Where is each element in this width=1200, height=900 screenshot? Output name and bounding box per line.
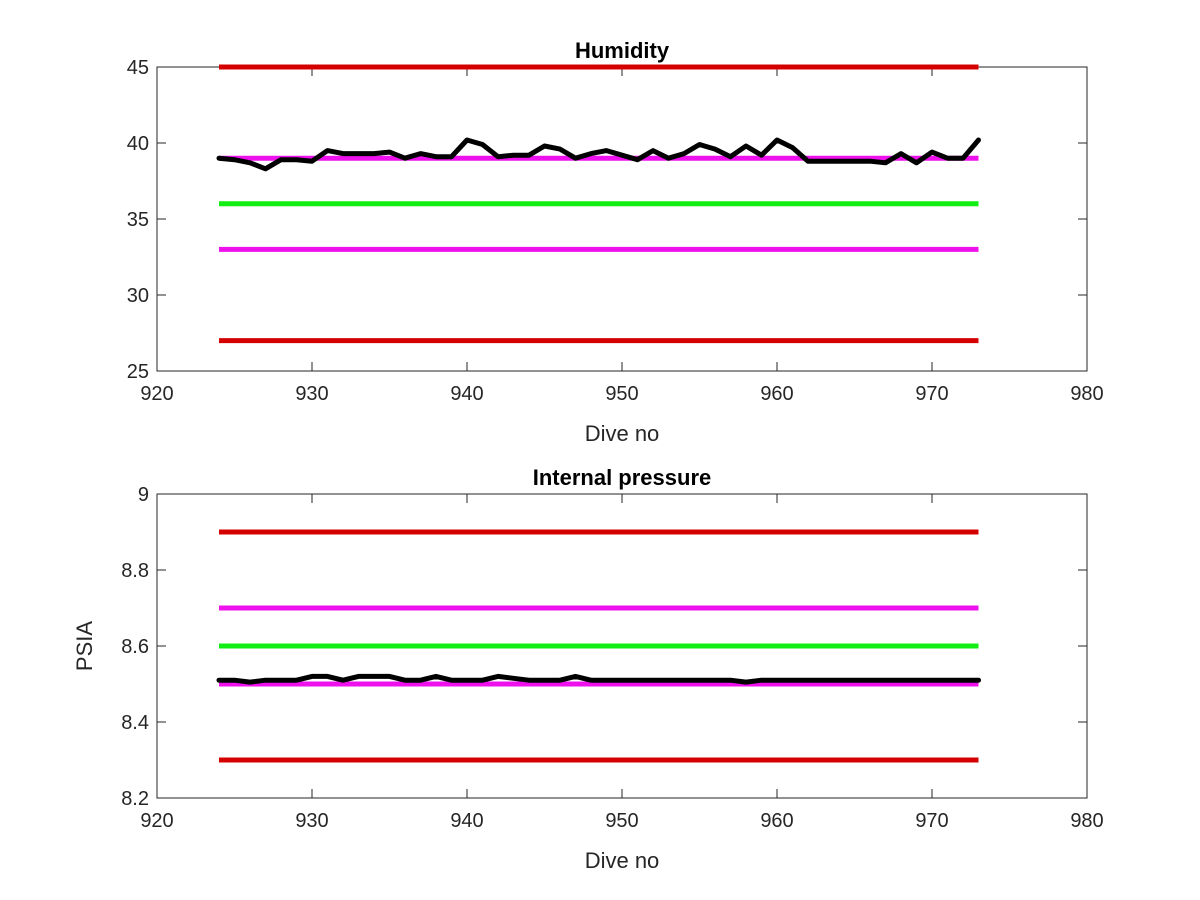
x-tick-label: 920	[140, 383, 173, 405]
chart-panel-2: 920 930 940 950 960 970 980 8.2 8.4 8.6 8.8 9 Intern…	[72, 465, 1104, 873]
chart-title: Internal pressure	[533, 465, 712, 490]
y-axis-label: PSIA	[72, 621, 97, 671]
x-tick-label: 950	[605, 810, 638, 832]
x-axis-label: Dive no	[585, 421, 660, 446]
y-tick-label: 40	[127, 133, 149, 155]
y-tick-label: 30	[127, 285, 149, 307]
x-tick-label: 970	[915, 383, 948, 405]
x-tick-label: 930	[295, 810, 328, 832]
y-tick-label: 25	[127, 361, 149, 383]
x-tick-label: 940	[450, 810, 483, 832]
y-tick-label: 8.2	[121, 788, 149, 810]
x-tick-label: 950	[605, 383, 638, 405]
x-tick-label: 930	[295, 383, 328, 405]
x-tick-label: 980	[1070, 810, 1103, 832]
y-tick-label: 9	[138, 484, 149, 506]
chart-panel-1: 920 930 940 950 960 970 980 25 30 35 40 45 Humidity D…	[127, 38, 1104, 446]
x-tick-label: 970	[915, 810, 948, 832]
y-tick-label: 8.4	[121, 712, 149, 734]
x-tick-label: 960	[760, 810, 793, 832]
y-tick-label: 35	[127, 209, 149, 231]
y-tick-label: 45	[127, 57, 149, 79]
y-tick-label: 8.6	[121, 636, 149, 658]
axes-box	[156, 66, 1088, 372]
chart-title: Humidity	[575, 38, 670, 63]
y-tick-label: 8.8	[121, 560, 149, 582]
x-tick-label: 920	[140, 810, 173, 832]
x-tick-label: 940	[450, 383, 483, 405]
x-tick-label: 980	[1070, 383, 1103, 405]
x-axis-label: Dive no	[585, 848, 660, 873]
data-series-line	[216, 673, 981, 685]
data-series-line	[216, 137, 981, 172]
x-tick-label: 960	[760, 383, 793, 405]
